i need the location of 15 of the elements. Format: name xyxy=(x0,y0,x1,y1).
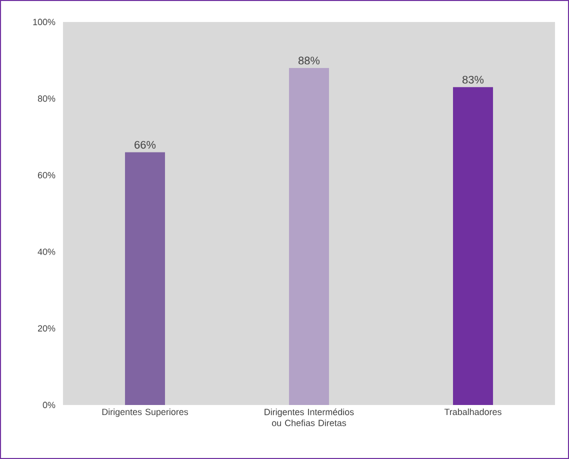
x-tick-label: Trabalhadores xyxy=(444,408,502,416)
y-tick-label: 80% xyxy=(38,95,56,102)
x-tick-label: Dirigentes Intermédios ou Chefias Diretas xyxy=(264,408,354,426)
data-label: 88% xyxy=(298,56,320,64)
y-tick-label: 20% xyxy=(38,325,56,332)
bar xyxy=(453,87,494,405)
x-tick-label: Dirigentes Superiores xyxy=(102,408,188,417)
data-label: 66% xyxy=(134,140,156,149)
y-tick-label: 60% xyxy=(38,172,56,178)
y-tick-label: 0% xyxy=(42,402,56,408)
data-label: 83% xyxy=(462,76,484,84)
y-tick-label: 100% xyxy=(33,18,56,26)
bar xyxy=(289,68,330,405)
y-tick-label: 40% xyxy=(38,248,56,255)
bar xyxy=(125,152,166,405)
